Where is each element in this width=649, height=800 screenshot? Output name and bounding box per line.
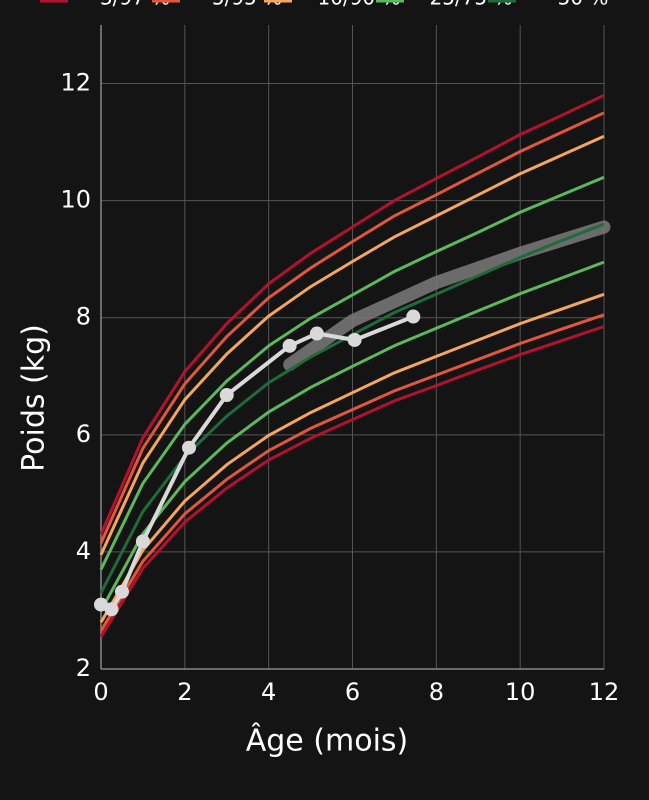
percentile-line	[99, 260, 605, 612]
y-tick-label: 8	[76, 303, 91, 331]
x-tick-label: 6	[345, 678, 360, 706]
percentile-line	[99, 175, 605, 571]
percentile-line	[99, 134, 605, 556]
measurement-point	[94, 597, 108, 612]
legend-label: 3/97 %	[100, 0, 170, 10]
percentile-line	[99, 313, 605, 632]
x-tick-label: 12	[589, 678, 620, 706]
measurement-point	[104, 602, 119, 617]
x-tick-label: 8	[429, 678, 444, 706]
measurement-point	[406, 309, 421, 324]
legend-label: 25/75 %	[430, 0, 513, 10]
percentile-line	[99, 111, 605, 544]
measurement-point	[219, 388, 234, 403]
legend-label: 5/95 %	[212, 0, 282, 10]
legend-label: 50 %	[558, 0, 609, 10]
x-tick-label: 2	[177, 678, 192, 706]
x-tick-label: 0	[93, 678, 108, 706]
y-tick-label: 6	[76, 420, 91, 448]
y-tick-label: 12	[60, 69, 91, 97]
measurement-point	[114, 584, 129, 599]
percentile-line	[99, 325, 605, 638]
y-tick-label: 2	[76, 654, 91, 682]
measurement-point	[347, 332, 362, 347]
percentile-line	[99, 93, 605, 535]
legend-label: 10/90 %	[318, 0, 401, 10]
x-tick-label: 10	[505, 678, 536, 706]
measurement-line	[100, 314, 415, 612]
measurement-point	[182, 440, 197, 455]
measurement-point	[309, 326, 324, 341]
percentile-line	[99, 292, 605, 623]
x-axis-label: Âge (mois)	[246, 723, 409, 759]
measurement-point	[282, 338, 297, 353]
x-tick-label: 4	[261, 678, 276, 706]
measurement-point	[135, 534, 150, 549]
y-tick-label: 4	[76, 537, 91, 565]
y-tick-label: 10	[60, 186, 91, 214]
y-axis-label: Poids (kg)	[17, 324, 52, 472]
